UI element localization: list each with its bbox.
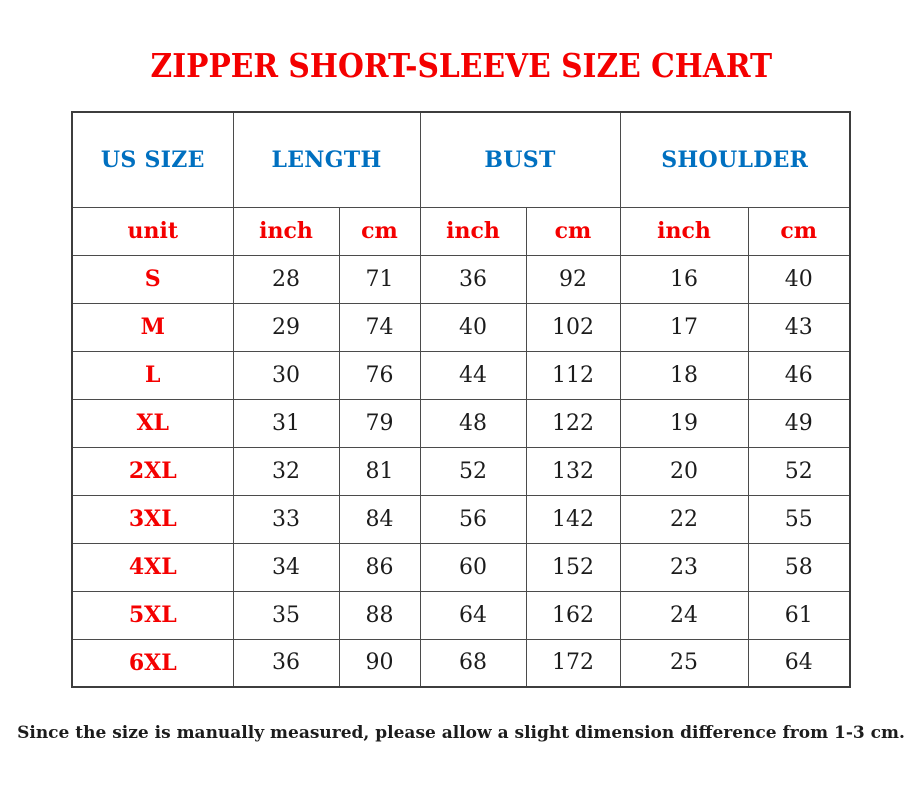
value-cell: 31 [232,398,340,448]
value-cell: 76 [338,350,421,400]
value-cell: 16 [619,254,749,304]
value-cell: 56 [419,494,527,544]
unit-cell-bust-inch: inch [419,206,527,256]
value-cell: 18 [619,350,749,400]
size-label: 4XL [71,542,234,592]
value-cell: 74 [338,302,421,352]
size-chart-table: US SIZE LENGTH BUST SHOULDER unit inch c… [71,111,851,688]
size-row-4xl: 4XL 34 86 60 152 23 58 [71,542,851,592]
unit-cell-shoulder-inch: inch [619,206,749,256]
value-cell: 28 [232,254,340,304]
group-header-row: US SIZE LENGTH BUST SHOULDER [71,111,851,208]
value-cell: 132 [525,446,621,496]
size-label: 5XL [71,590,234,640]
value-cell: 55 [747,494,851,544]
size-row-5xl: 5XL 35 88 64 162 24 61 [71,590,851,640]
value-cell: 90 [338,638,421,688]
size-row-l: L 30 76 44 112 18 46 [71,350,851,400]
value-cell: 33 [232,494,340,544]
value-cell: 29 [232,302,340,352]
unit-cell-length-inch: inch [232,206,340,256]
value-cell: 61 [747,590,851,640]
col-header-length: LENGTH [232,111,421,208]
value-cell: 60 [419,542,527,592]
value-cell: 84 [338,494,421,544]
value-cell: 25 [619,638,749,688]
size-row-6xl: 6XL 36 90 68 172 25 64 [71,638,851,688]
size-row-s: S 28 71 36 92 16 40 [71,254,851,304]
value-cell: 43 [747,302,851,352]
value-cell: 52 [747,446,851,496]
size-label: 2XL [71,446,234,496]
size-label: L [71,350,234,400]
value-cell: 79 [338,398,421,448]
value-cell: 58 [747,542,851,592]
value-cell: 152 [525,542,621,592]
size-label: 3XL [71,494,234,544]
unit-header-row: unit inch cm inch cm inch cm [71,206,851,256]
value-cell: 86 [338,542,421,592]
size-row-3xl: 3XL 33 84 56 142 22 55 [71,494,851,544]
value-cell: 64 [747,638,851,688]
size-label: XL [71,398,234,448]
size-row-m: M 29 74 40 102 17 43 [71,302,851,352]
value-cell: 64 [419,590,527,640]
col-header-us-size: US SIZE [71,111,234,208]
value-cell: 48 [419,398,527,448]
value-cell: 24 [619,590,749,640]
page-title: ZIPPER SHORT-SLEEVE SIZE CHART [0,46,922,85]
value-cell: 112 [525,350,621,400]
value-cell: 30 [232,350,340,400]
size-label: M [71,302,234,352]
value-cell: 122 [525,398,621,448]
size-label: 6XL [71,638,234,688]
value-cell: 142 [525,494,621,544]
value-cell: 52 [419,446,527,496]
value-cell: 35 [232,590,340,640]
size-row-2xl: 2XL 32 81 52 132 20 52 [71,446,851,496]
value-cell: 36 [419,254,527,304]
value-cell: 17 [619,302,749,352]
size-label: S [71,254,234,304]
col-header-shoulder: SHOULDER [619,111,851,208]
unit-label-cell: unit [71,206,234,256]
value-cell: 88 [338,590,421,640]
value-cell: 46 [747,350,851,400]
value-cell: 81 [338,446,421,496]
value-cell: 32 [232,446,340,496]
value-cell: 20 [619,446,749,496]
value-cell: 92 [525,254,621,304]
value-cell: 49 [747,398,851,448]
value-cell: 102 [525,302,621,352]
value-cell: 23 [619,542,749,592]
value-cell: 71 [338,254,421,304]
value-cell: 68 [419,638,527,688]
value-cell: 34 [232,542,340,592]
value-cell: 19 [619,398,749,448]
value-cell: 22 [619,494,749,544]
value-cell: 44 [419,350,527,400]
page-title-text: ZIPPER SHORT-SLEEVE SIZE CHART [150,46,772,85]
unit-cell-shoulder-cm: cm [747,206,851,256]
value-cell: 40 [419,302,527,352]
value-cell: 162 [525,590,621,640]
col-header-bust: BUST [419,111,621,208]
unit-cell-length-cm: cm [338,206,421,256]
value-cell: 172 [525,638,621,688]
measurement-disclaimer: Since the size is manually measured, ple… [17,723,905,743]
value-cell: 36 [232,638,340,688]
size-row-xl: XL 31 79 48 122 19 49 [71,398,851,448]
value-cell: 40 [747,254,851,304]
unit-cell-bust-cm: cm [525,206,621,256]
